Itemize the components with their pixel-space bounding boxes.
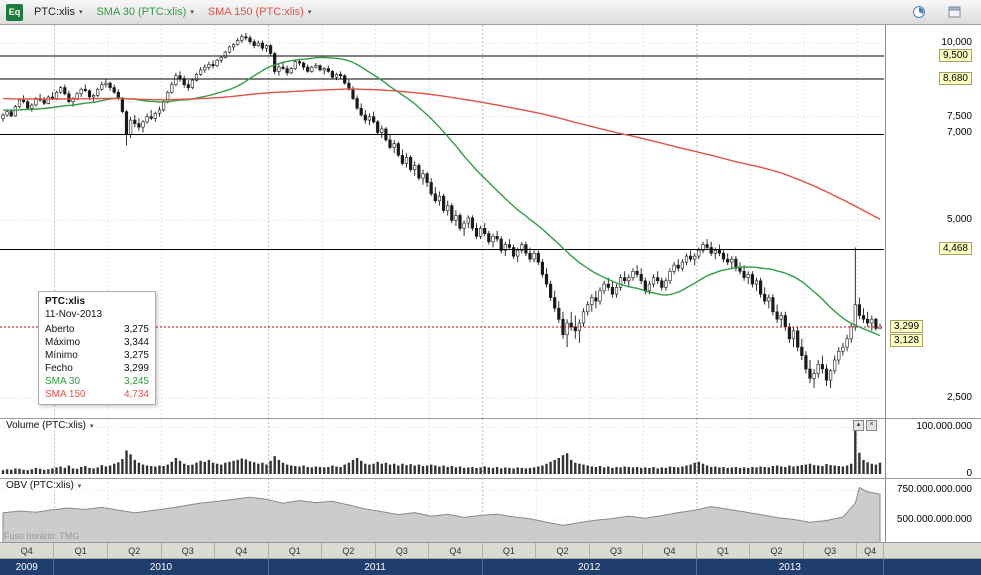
chart-properties-icon[interactable] — [912, 5, 926, 19]
quarter-cell: Q4 — [429, 543, 483, 558]
quarter-cell: Q2 — [108, 543, 162, 558]
obv-chart-canvas[interactable] — [0, 478, 884, 543]
quarter-cell: Q4 — [643, 543, 697, 558]
price-tick-label: 5,000 — [946, 214, 972, 226]
close-panel-button[interactable]: × — [866, 420, 877, 431]
year-row: 2009 2010 2011 2012 2013 — [0, 559, 981, 575]
tooltip-row-close: Fecho 3,299 — [45, 363, 149, 374]
price-axis[interactable]: 10,000 7,500 5,000 2,500 9,500 8,680 7,000 4,46… — [885, 25, 981, 543]
time-axis: Q4 Q1 Q2 Q3 Q4 Q1 Q2 Q3 Q4 Q1 Q2 Q3 Q4 Q1 Q2 Q3 Q4 2009 2… — [0, 543, 981, 575]
year-cell: 2010 — [54, 559, 269, 575]
toolbar: Eq PTC:xlis ▾ SMA 30 (PTC:xlis) ▾ SMA 15… — [0, 0, 981, 25]
year-cell: 2011 — [269, 559, 483, 575]
chevron-down-icon: ▾ — [90, 422, 94, 430]
quarter-cell: Q3 — [804, 543, 858, 558]
quarter-cell: Q2 — [322, 543, 376, 558]
volume-indicator-dropdown[interactable]: Volume (PTC:xlis) ▾ — [4, 420, 96, 431]
tooltip-row-sma150: SMA 150 4,734 — [45, 389, 149, 400]
chevron-down-icon: ▾ — [307, 9, 312, 16]
price-level-label: 4,468 — [938, 242, 972, 256]
volume-axis-max: 100.000.000 — [916, 421, 972, 432]
panel-separator[interactable] — [0, 418, 981, 419]
detach-window-icon[interactable] — [948, 6, 961, 18]
tooltip-row-high: Máximo 3,344 — [45, 337, 149, 348]
obv-axis-750b: 750.000.000.000 — [896, 484, 972, 495]
quarter-cell: Q4 — [0, 543, 55, 558]
quarter-cell: Q3 — [376, 543, 430, 558]
volume-panel: Volume (PTC:xlis) ▾ ▴ × — [0, 418, 885, 478]
tooltip-date: 11-Nov-2013 — [45, 309, 103, 320]
year-cell: 2013 — [697, 559, 884, 575]
panel-separator — [0, 542, 981, 543]
price-tick-label: 7,500 — [946, 110, 972, 122]
equity-badge: Eq — [6, 3, 23, 21]
quarter-cell: Q3 — [590, 543, 644, 558]
volume-indicator-label: Volume (PTC:xlis) — [6, 420, 87, 431]
year-cell: 2012 — [483, 559, 697, 575]
quarter-cell: Q3 — [162, 543, 216, 558]
chevron-down-icon: ▾ — [78, 9, 83, 16]
last-price-tag: 3,299 — [890, 319, 924, 333]
year-cell: 2009 — [0, 559, 55, 575]
chevron-down-icon: ▾ — [190, 9, 194, 16]
volume-panel-controls: ▴ × — [853, 420, 877, 431]
price-level-label: 9,500 — [938, 49, 972, 63]
volume-chart-canvas[interactable] — [0, 418, 884, 478]
quarter-cell: Q1 — [697, 543, 751, 558]
quarter-cell: Q1 — [483, 543, 537, 558]
obv-indicator-dropdown[interactable]: OBV (PTC:xlis) ▾ — [4, 480, 84, 491]
sma150-label: SMA 150 (PTC:xlis) — [207, 6, 304, 18]
collapse-panel-button[interactable]: ▴ — [853, 420, 864, 431]
obv-panel: OBV (PTC:xlis) ▾ Fuso horário: TMG — [0, 478, 885, 543]
sma30-dropdown[interactable]: SMA 30 (PTC:xlis) ▾ — [93, 4, 196, 20]
price-alert-tag: 3,128 — [890, 333, 924, 347]
quarter-cell: Q2 — [750, 543, 804, 558]
quarter-cell: Q4 — [215, 543, 269, 558]
price-panel: PTC:xlis 11-Nov-2013 Aberto 3,275 Máximo 3… — [0, 25, 885, 418]
symbol-label: PTC:xlis — [34, 6, 75, 18]
quarter-cell: Q2 — [536, 543, 590, 558]
chart-area: PTC:xlis 11-Nov-2013 Aberto 3,275 Máximo 3… — [0, 25, 981, 575]
quarter-cell: Q1 — [269, 543, 323, 558]
tooltip-row-sma30: SMA 30 3,245 — [45, 376, 149, 387]
panel-separator[interactable] — [0, 478, 981, 479]
sma150-dropdown[interactable]: SMA 150 (PTC:xlis) ▾ — [205, 4, 314, 20]
timezone-note: Fuso horário: TMG — [4, 531, 80, 541]
obv-axis-500b: 500.000.000.000 — [896, 514, 972, 525]
quarter-cell: Q4 — [857, 543, 884, 558]
chevron-down-icon: ▾ — [77, 482, 82, 490]
symbol-dropdown[interactable]: PTC:xlis ▾ — [31, 4, 85, 20]
price-level-label: 8,680 — [938, 72, 972, 86]
sma30-label: SMA 30 (PTC:xlis) — [96, 6, 187, 18]
quarter-cell: Q1 — [54, 543, 108, 558]
price-tick-label: 2,500 — [946, 391, 972, 403]
quarter-row: Q4 Q1 Q2 Q3 Q4 Q1 Q2 Q3 Q4 Q1 Q2 Q3 Q4 Q1 Q2 Q3 Q4 — [0, 543, 981, 559]
price-level-label: 7,000 — [946, 127, 972, 139]
price-tooltip: PTC:xlis 11-Nov-2013 Aberto 3,275 Máximo 3… — [38, 291, 156, 405]
volume-axis-zero: 0 — [966, 468, 972, 479]
tooltip-row-low: Mínimo 3,275 — [45, 350, 149, 361]
price-tick-label: 10,000 — [941, 37, 972, 48]
tooltip-symbol: PTC:xlis — [45, 296, 86, 307]
obv-indicator-label: OBV (PTC:xlis) — [6, 480, 74, 491]
tooltip-row-open: Aberto 3,275 — [45, 324, 149, 335]
